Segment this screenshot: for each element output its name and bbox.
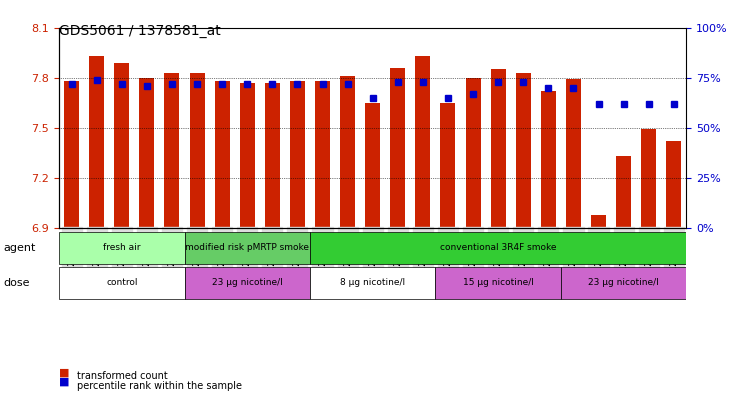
FancyBboxPatch shape (59, 231, 184, 263)
Bar (315, 81, 330, 228)
Text: fresh air: fresh air (103, 243, 140, 252)
Bar (666, 141, 681, 228)
Text: control: control (106, 279, 137, 287)
Text: 8 μg nicotine/l: 8 μg nicotine/l (340, 279, 405, 287)
FancyBboxPatch shape (561, 267, 686, 299)
Bar (566, 79, 581, 228)
Bar (290, 81, 305, 228)
Bar (265, 83, 280, 228)
Bar (491, 69, 506, 228)
Text: modified risk pMRTP smoke: modified risk pMRTP smoke (185, 243, 309, 252)
FancyBboxPatch shape (59, 267, 184, 299)
Text: transformed count: transformed count (77, 371, 168, 382)
Bar (64, 81, 79, 228)
Bar (165, 73, 179, 228)
Bar (89, 56, 104, 228)
Text: 15 μg nicotine/l: 15 μg nicotine/l (463, 279, 534, 287)
Bar (139, 78, 154, 228)
Bar (240, 83, 255, 228)
Bar (365, 103, 380, 228)
FancyBboxPatch shape (310, 267, 435, 299)
Text: 23 μg nicotine/l: 23 μg nicotine/l (212, 279, 283, 287)
Text: 23 μg nicotine/l: 23 μg nicotine/l (588, 279, 659, 287)
Bar (415, 56, 430, 228)
Text: conventional 3R4F smoke: conventional 3R4F smoke (440, 243, 556, 252)
Bar (541, 91, 556, 228)
Bar (466, 78, 480, 228)
Bar (641, 129, 656, 228)
FancyBboxPatch shape (435, 267, 561, 299)
Bar (516, 73, 531, 228)
Text: ■: ■ (59, 377, 69, 387)
Bar (441, 103, 455, 228)
Bar (591, 215, 606, 228)
FancyBboxPatch shape (184, 231, 310, 263)
Bar (340, 76, 355, 228)
Text: ■: ■ (59, 367, 69, 377)
Bar (390, 68, 405, 228)
Bar (114, 62, 129, 228)
Bar (616, 156, 631, 228)
Bar (215, 81, 230, 228)
FancyBboxPatch shape (310, 231, 686, 263)
Text: agent: agent (4, 242, 36, 253)
Text: percentile rank within the sample: percentile rank within the sample (77, 381, 243, 391)
Bar (190, 73, 204, 228)
Text: GDS5061 / 1378581_at: GDS5061 / 1378581_at (59, 24, 221, 38)
Text: dose: dose (4, 278, 30, 288)
FancyBboxPatch shape (184, 267, 310, 299)
